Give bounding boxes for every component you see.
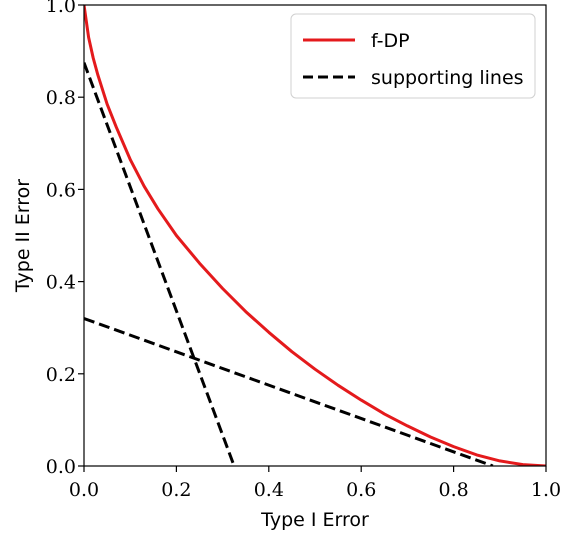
x-tick-label: 0.4 (254, 479, 284, 501)
ticks (78, 4, 547, 472)
y-tick-label: 0.2 (46, 364, 76, 386)
x-axis-label: Type I Error (260, 509, 369, 531)
x-tick-label: 1.0 (531, 479, 561, 501)
tick-labels: 0.0 0.2 0.4 0.6 0.8 1.0 0.0 0.2 0.4 0.6 0.8 1.0 (46, 0, 561, 501)
legend-label-fdp: f-DP (371, 30, 410, 52)
series-fdp-line (84, 5, 546, 466)
legend-label-supporting: supporting lines (371, 67, 524, 89)
y-tick-label: 1.0 (46, 0, 76, 17)
y-tick-label: 0.4 (46, 272, 76, 294)
y-tick-label: 0.0 (46, 456, 76, 478)
x-tick-label: 0.8 (438, 479, 468, 501)
legend: f-DP supporting lines (290, 13, 536, 99)
y-tick-label: 0.6 (46, 179, 76, 201)
axes-frame (83, 4, 547, 467)
x-tick-label: 0.6 (346, 479, 376, 501)
supporting-line-2 (84, 317, 494, 466)
x-tick-label: 0.0 (69, 479, 99, 501)
y-axis-label: Type II Error (12, 179, 34, 293)
supporting-line-1 (84, 62, 236, 466)
y-tick-label: 0.8 (46, 87, 76, 109)
x-tick-label: 0.2 (161, 479, 191, 501)
plot-lines (84, 5, 546, 466)
